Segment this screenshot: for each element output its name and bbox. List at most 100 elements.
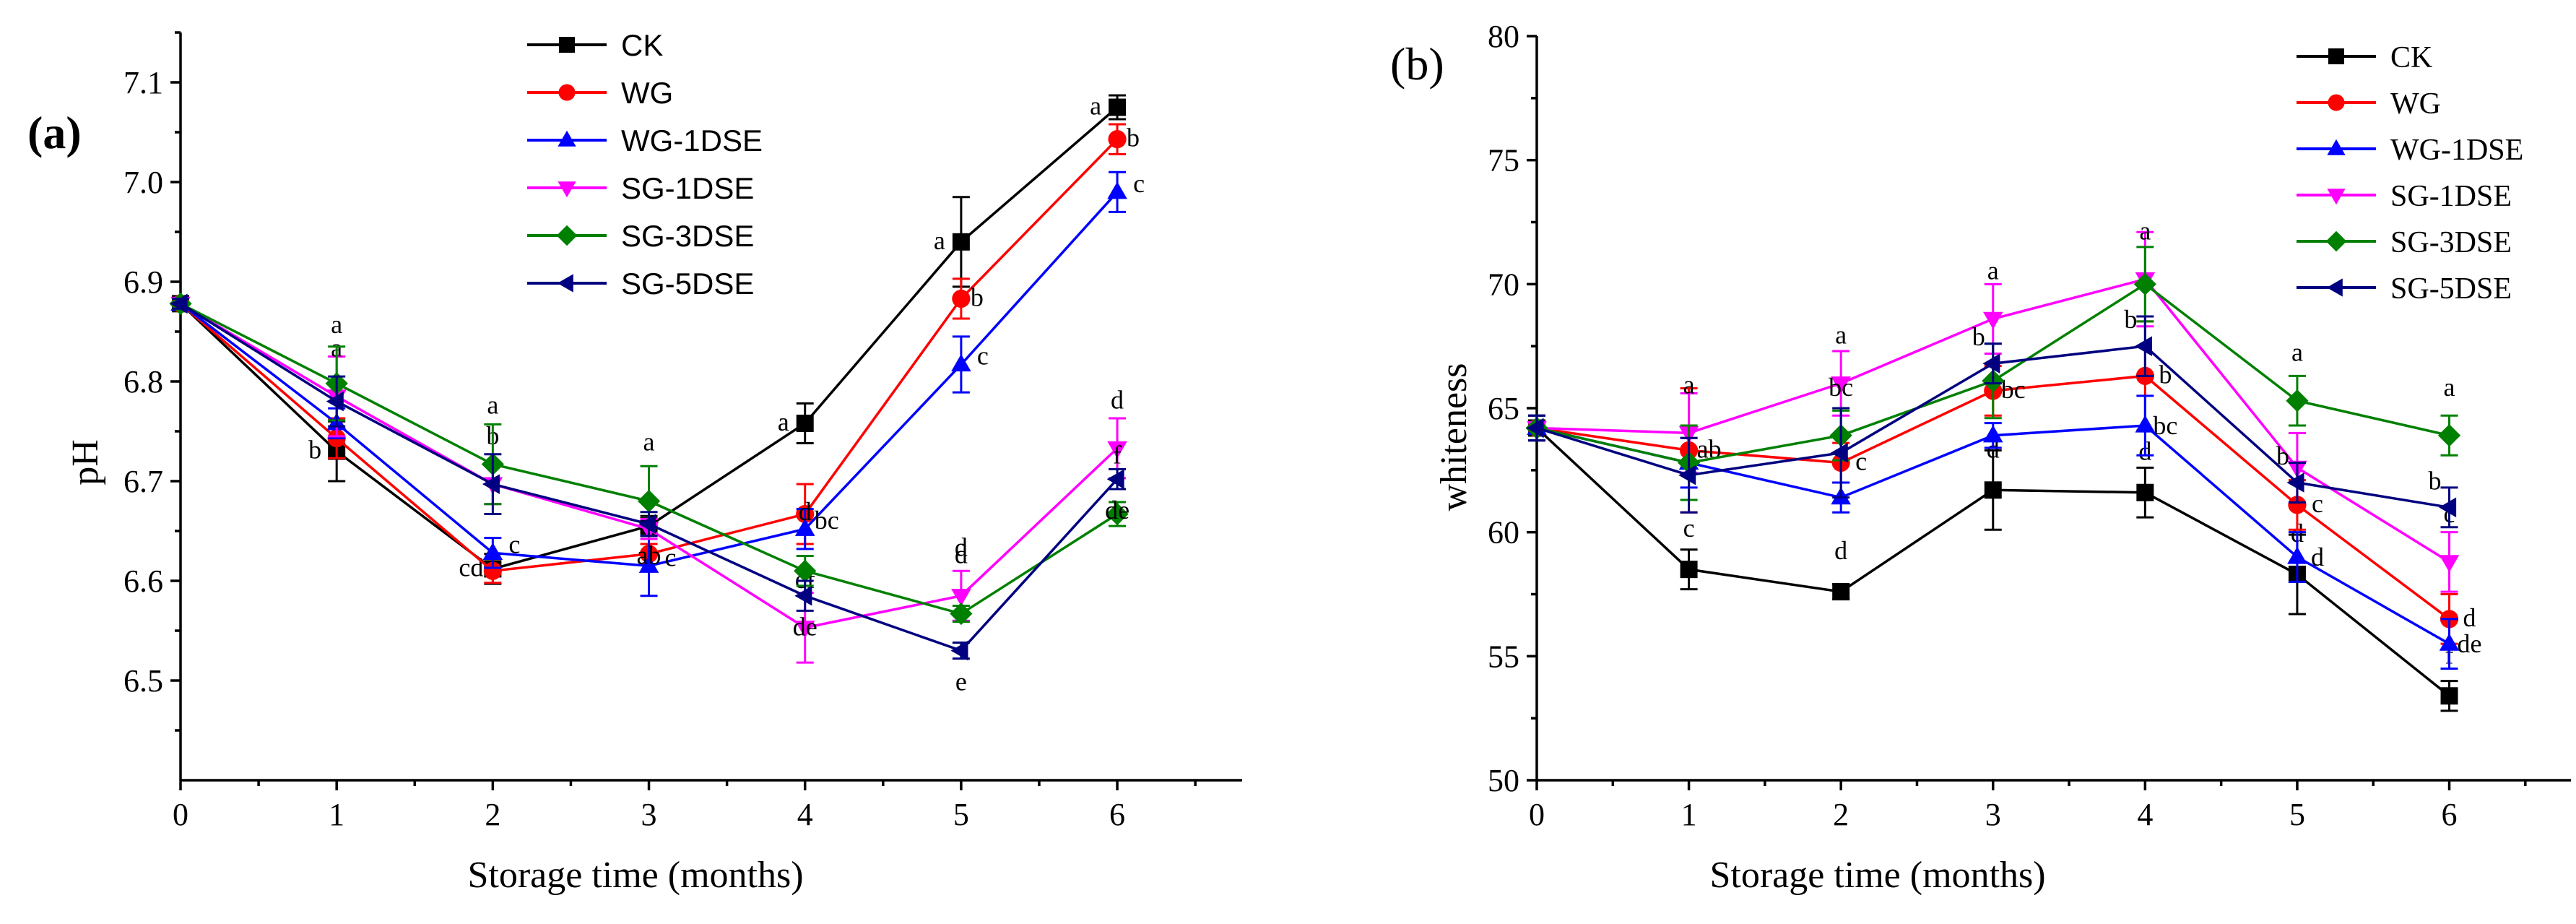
chart-a-data-point [794, 559, 817, 582]
chart-a-data-point [952, 289, 971, 308]
chart-a-data-point [950, 640, 968, 661]
chart-a-data-point [482, 474, 500, 494]
chart-a-data-point [483, 561, 502, 580]
chart-b-x-tick-label: 3 [1985, 797, 2001, 832]
chart-a-data-point [794, 585, 812, 606]
chart-b-data-point [2288, 496, 2307, 514]
chart-a-x-tick-label: 2 [485, 797, 500, 832]
chart-a-data-point [638, 555, 659, 573]
chart-a-data-point [1107, 441, 1127, 459]
chart-b-y-tick-label: 70 [1488, 267, 1519, 302]
chart-a-x-tick-label: 5 [953, 797, 969, 832]
chart-a-sig-label: cd [459, 553, 483, 582]
chart-a-legend-marker [559, 37, 575, 53]
chart-a-x-tick-label: 6 [1109, 797, 1125, 832]
chart-b-data-point [2287, 546, 2307, 564]
chart-a-data-point [326, 391, 344, 412]
chart-a-legend: CK WG WG-1DSE SG-1DSE SG-3DSE SG-5DSE [527, 28, 763, 301]
chart-a-y-tick-label: 6.5 [123, 663, 163, 699]
chart-a-y-tick-label: 7.1 [123, 65, 163, 100]
chart-b-sig-label: a [1987, 256, 1999, 285]
chart-b-sig-label: b [2124, 305, 2137, 334]
chart-b-legend-label: WG-1DSE [2390, 134, 2523, 167]
chart-b-y-tick-label: 75 [1488, 143, 1519, 178]
chart-a-legend-marker [556, 225, 578, 246]
chart-b-x-tick-label: 4 [2137, 797, 2153, 832]
chart-a-data-point [482, 542, 503, 560]
chart-a-data-point [794, 621, 815, 639]
chart-a-y-tick-label: 6.8 [123, 364, 163, 400]
panel-label-b: (b) [1390, 38, 1444, 90]
panel-label-a: (a) [27, 107, 82, 158]
chart-b-sig-label: bc [2153, 411, 2177, 440]
chart-a-y-tick-label: 7.0 [123, 165, 163, 200]
chart-b-sig-label: b [1972, 322, 1985, 351]
chart-b-legend-label: SG-1DSE [2390, 180, 2512, 213]
chart-b-sig-label: d [2463, 603, 2476, 632]
chart-b-sig-label: c [1683, 514, 1695, 543]
chart-b-data-point [2286, 472, 2304, 493]
chart-b-legend-marker [2327, 139, 2346, 155]
chart-a-x-tick-label: 3 [641, 797, 657, 832]
chart-a-data-point [1107, 181, 1127, 199]
chart-b-x-tick-label: 1 [1681, 797, 1697, 832]
chart-b-plot: 012345650556065707580cddddfabcbcbcdbcdde… [1488, 19, 2571, 832]
chart-a-sig-label: ab [637, 540, 662, 569]
chart-b-legend-marker [2328, 94, 2345, 111]
chart-a-sig-label: b [971, 282, 984, 311]
chart-a-legend-label: WG-1DSE [621, 124, 763, 157]
chart-a-sig-label: c [508, 530, 520, 558]
chart-a-sig-label: d [799, 497, 812, 526]
chart-a-legend-label: WG [621, 76, 673, 110]
chart-b-legend-marker [2326, 278, 2343, 297]
chart-a-data-point [638, 514, 656, 535]
chart-a-sig-label: a [487, 391, 498, 420]
chart-a-legend-label: SG-5DSE [621, 267, 754, 301]
chart-a-data-point [1106, 469, 1124, 490]
chart-a-x-tick-label: 4 [797, 797, 813, 832]
chart-a-data-point [1106, 502, 1129, 526]
chart-a-data-point [796, 414, 814, 432]
chart-a-data-point [637, 490, 661, 513]
chart-b-data-point [2133, 272, 2156, 295]
chart-a-sig-label: de [793, 613, 818, 642]
chart-b-data-point [1678, 465, 1696, 485]
chart-a-sig-label: a [1090, 92, 1101, 121]
chart-b-data-point [2286, 389, 2309, 413]
chart-a-data-point [794, 518, 815, 536]
chart-a-sig-label: b [308, 436, 321, 465]
chart-a-y-axis-label: pH [65, 439, 106, 485]
chart-a-sig-label: c [665, 543, 677, 571]
chart-b-data-point [1982, 353, 2000, 374]
chart-b-sig-label: bc [1829, 373, 1853, 402]
chart-b-y-tick-label: 80 [1488, 19, 1519, 54]
chart-a-data-point [1108, 130, 1127, 149]
chart-b-y-tick-label: 50 [1488, 763, 1519, 798]
chart-a-sig-label: bc [815, 506, 839, 535]
chart-a-data-point [951, 589, 971, 607]
chart-b-legend: CK WG WG-1DSE SG-1DSE SG-3DSE SG-5DSE [2297, 41, 2523, 306]
chart-a-x-tick-label: 1 [329, 797, 344, 832]
chart-a-sig-label: a [778, 407, 789, 436]
chart-b-data-point [2134, 336, 2152, 356]
chart-b-data-point [2439, 633, 2460, 651]
chart-b-legend-label: WG [2390, 87, 2441, 121]
chart-b-data-point [2437, 424, 2461, 447]
chart-a-legend-marker [558, 84, 576, 101]
chart-b-sig-label: b [2276, 441, 2289, 470]
chart-b-sig-label: d [2311, 543, 2324, 571]
chart-a-sig-label: f [1113, 441, 1122, 470]
chart-a-x-axis-label: Storage time (months) [467, 855, 803, 896]
chart-a-sig-label: b [1127, 124, 1140, 152]
chart-b-legend-marker [2325, 230, 2347, 252]
chart-b: (b) 012345650556065707580cddddfabcbcbcdb… [1390, 19, 2571, 896]
chart-a-sig-label: a [934, 226, 945, 255]
chart-b-sig-label: b [2429, 466, 2442, 495]
chart-a-data-point [170, 293, 188, 314]
chart-b-sig-label: a [1835, 321, 1847, 350]
chart-b-data-point [2440, 687, 2458, 705]
chart-b-sig-label: a [2291, 338, 2303, 367]
chart-b-legend-marker [2327, 189, 2346, 205]
chart-a-y-tick-label: 6.6 [123, 564, 163, 599]
